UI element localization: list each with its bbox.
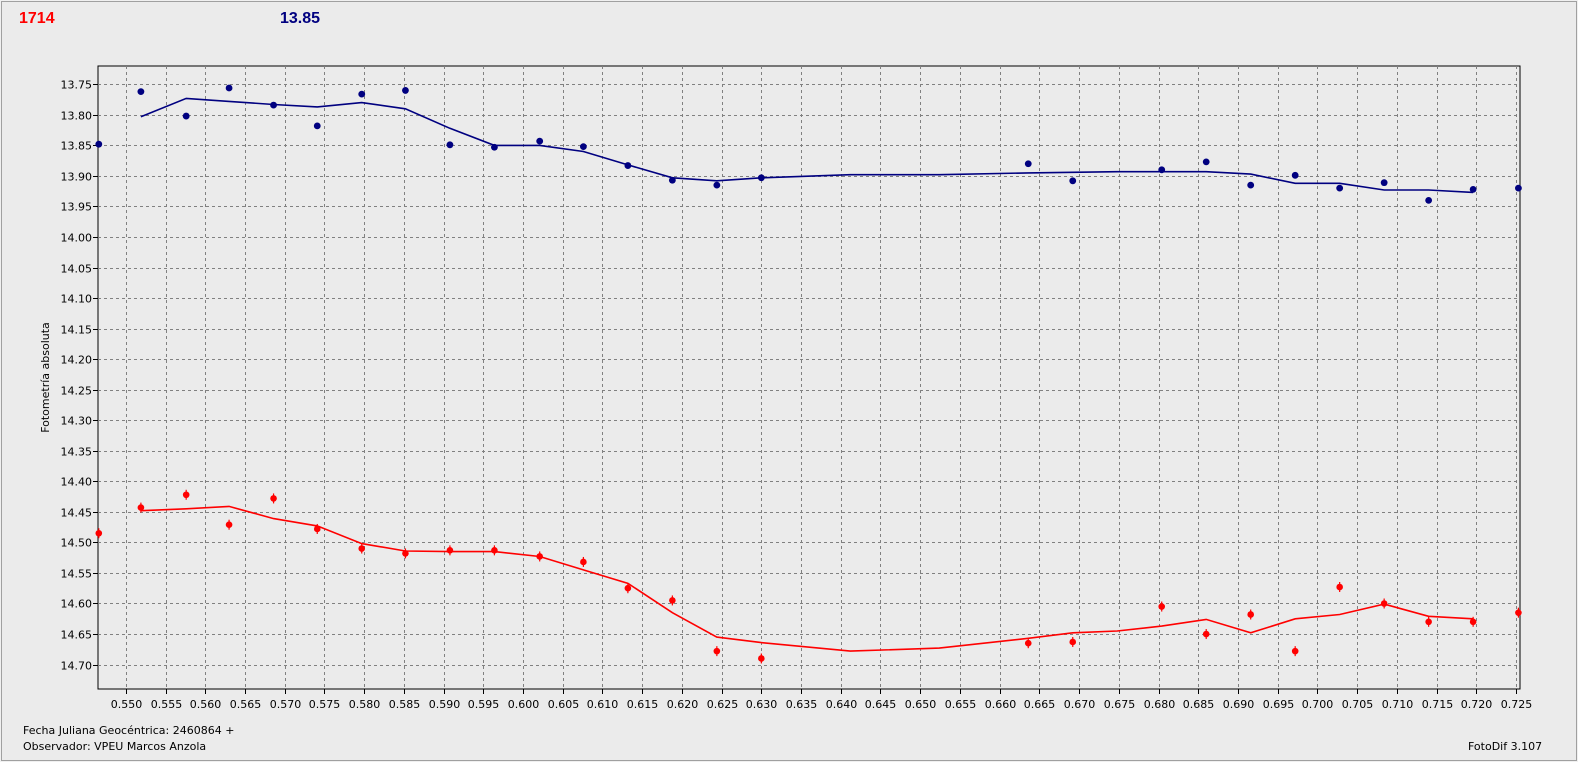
x-tick-label: 0.725 [1501, 698, 1533, 711]
x-tick-label: 0.580 [349, 698, 381, 711]
data-point [1380, 179, 1388, 187]
x-tick-label: 0.650 [905, 698, 937, 711]
data-point [1024, 160, 1032, 168]
x-tick-label: 0.700 [1302, 698, 1334, 711]
x-tick-label: 0.565 [230, 698, 262, 711]
y-tick-label: 14.25 [61, 385, 93, 398]
x-tick-label: 0.610 [587, 698, 619, 711]
y-tick-label: 14.55 [61, 568, 93, 581]
x-tick-label: 0.715 [1422, 698, 1454, 711]
x-tick-label: 0.705 [1342, 698, 1374, 711]
data-point [1069, 177, 1077, 185]
y-tick-label: 14.45 [61, 507, 93, 520]
x-tick-label: 0.625 [707, 698, 739, 711]
x-tick-label: 0.655 [945, 698, 977, 711]
data-point [358, 90, 366, 98]
red-series-value: 1714 [19, 10, 55, 27]
data-point [446, 141, 454, 149]
x-tick-label: 0.680 [1144, 698, 1176, 711]
x-tick-label: 0.695 [1263, 698, 1295, 711]
y-tick-label: 14.60 [61, 598, 93, 611]
y-tick-label: 14.20 [61, 354, 93, 367]
x-tick-label: 0.635 [786, 698, 818, 711]
y-tick-label: 13.75 [61, 79, 93, 92]
x-tick-label: 0.620 [667, 698, 699, 711]
data-point [182, 112, 190, 120]
y-tick-label: 14.70 [61, 660, 93, 673]
x-tick-label: 0.630 [746, 698, 778, 711]
data-point [579, 143, 587, 151]
x-tick-label: 0.640 [826, 698, 858, 711]
x-tick-label: 0.675 [1104, 698, 1136, 711]
y-tick-label: 14.00 [61, 232, 93, 245]
y-tick-label: 14.50 [61, 537, 93, 550]
x-tick-label: 0.685 [1183, 698, 1215, 711]
data-point [225, 84, 233, 92]
y-tick-label: 14.35 [61, 446, 93, 459]
x-tick-label: 0.590 [429, 698, 461, 711]
y-tick-label: 14.40 [61, 476, 93, 489]
y-tick-label: 14.15 [61, 324, 93, 337]
data-point [137, 88, 145, 96]
x-tick-label: 0.575 [309, 698, 341, 711]
x-tick-label: 0.570 [270, 698, 302, 711]
y-tick-label: 13.85 [61, 140, 93, 153]
data-point [1291, 171, 1299, 179]
x-tick-label: 0.645 [865, 698, 897, 711]
data-point [1469, 185, 1477, 193]
x-tick-label: 0.550 [111, 698, 143, 711]
x-tick-label: 0.600 [508, 698, 540, 711]
data-point [95, 140, 103, 148]
data-point [1202, 158, 1210, 166]
x-tick-label: 0.585 [389, 698, 421, 711]
series-line [140, 505, 1474, 652]
x-tick-label: 0.595 [468, 698, 500, 711]
y-tick-label: 13.95 [61, 201, 93, 214]
julian-date-label: Fecha Juliana Geocéntrica: 2460864 + [23, 724, 235, 737]
x-tick-label: 0.670 [1064, 698, 1096, 711]
software-label: FotoDif 3.107 [1468, 740, 1543, 753]
blue-series-value: 13.85 [280, 10, 321, 27]
data-point [402, 87, 409, 94]
y-tick-label: 13.90 [61, 171, 93, 184]
data-point [536, 137, 544, 145]
x-tick-label: 0.560 [190, 698, 222, 711]
series-line [140, 97, 1474, 194]
y-tick-label: 14.30 [61, 415, 93, 428]
data-point [1515, 184, 1522, 192]
data-point [1247, 181, 1255, 189]
y-tick-label: 14.10 [61, 293, 93, 306]
x-tick-label: 0.555 [151, 698, 183, 711]
y-tick-label: 13.80 [61, 110, 93, 123]
x-tick-label: 0.615 [627, 698, 659, 711]
data-point [313, 122, 321, 130]
x-tick-label: 0.605 [548, 698, 580, 711]
data-point [1336, 184, 1344, 192]
y-tick-label: 14.65 [61, 629, 93, 642]
x-tick-label: 0.665 [1024, 698, 1056, 711]
y-tick-label: 14.05 [61, 263, 93, 276]
y-axis-label: Fotometría absoluta [39, 322, 52, 433]
x-tick-label: 0.660 [985, 698, 1017, 711]
data-point [713, 181, 721, 189]
plot-area [97, 65, 1521, 690]
x-tick-label: 0.720 [1461, 698, 1493, 711]
data-point [1425, 196, 1433, 204]
observer-label: Observador: VPEU Marcos Anzola [23, 740, 207, 753]
x-tick-label: 0.690 [1223, 698, 1255, 711]
x-tick-label: 0.710 [1382, 698, 1414, 711]
